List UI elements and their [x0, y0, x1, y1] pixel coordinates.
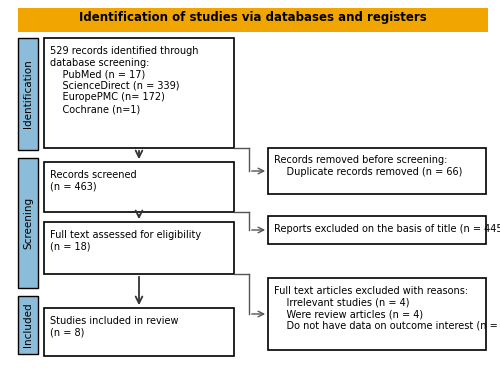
Text: Identification: Identification	[23, 60, 33, 128]
Text: Records screened
(n = 463): Records screened (n = 463)	[50, 170, 136, 192]
Bar	[18, 158, 38, 288]
Text: Screening: Screening	[23, 197, 33, 249]
Text: Full text assessed for eligibility
(n = 18): Full text assessed for eligibility (n = …	[50, 230, 201, 252]
Bar	[268, 278, 486, 350]
Bar	[268, 216, 486, 244]
Text: Studies included in review
(n = 8): Studies included in review (n = 8)	[50, 316, 178, 337]
Text: Identification of studies via databases and registers: Identification of studies via databases …	[79, 11, 427, 25]
Bar	[18, 296, 38, 354]
Bar	[44, 222, 234, 274]
Text: Full text articles excluded with reasons:
    Irrelevant studies (n = 4)
    Wer: Full text articles excluded with reasons…	[274, 286, 500, 331]
Bar	[44, 38, 234, 148]
Text: Included: Included	[23, 303, 33, 347]
Bar	[44, 308, 234, 356]
Text: 529 records identified through
database screening:
    PubMed (n = 17)
    Scien: 529 records identified through database …	[50, 46, 199, 114]
Bar	[18, 8, 488, 32]
Text: Reports excluded on the basis of title (n = 445): Reports excluded on the basis of title (…	[274, 224, 500, 234]
Bar	[268, 148, 486, 194]
Bar	[44, 162, 234, 212]
Bar	[18, 38, 38, 150]
Text: Records removed before screening:
    Duplicate records removed (n = 66): Records removed before screening: Duplic…	[274, 155, 462, 177]
